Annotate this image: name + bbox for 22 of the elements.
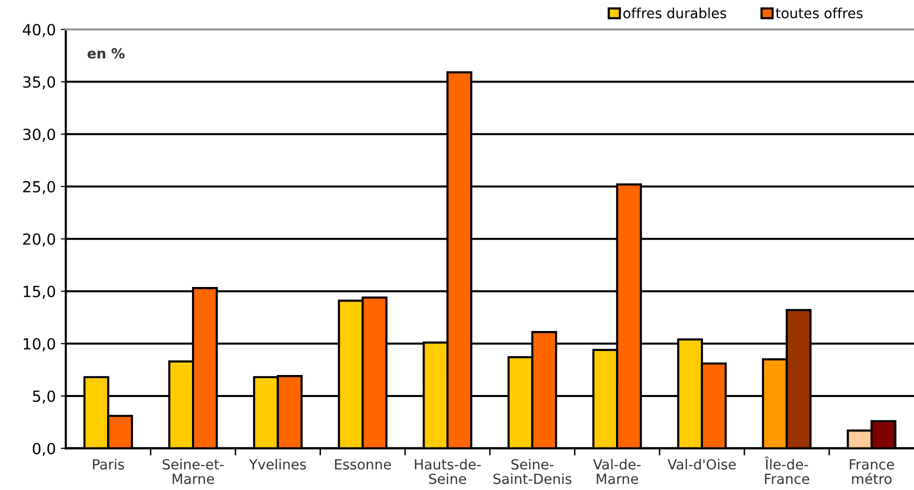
x-tick-label: Hauts-de- Seine bbox=[414, 458, 481, 484]
y-tick-label: 40,0 bbox=[22, 24, 56, 37]
legend-label: toutes offres bbox=[776, 8, 863, 18]
y-tick-label: 20,0 bbox=[23, 233, 56, 246]
annotation: en % bbox=[88, 48, 125, 59]
x-tick-label: Paris bbox=[93, 458, 124, 470]
x-tick-label: Val-de- Marne bbox=[593, 458, 641, 484]
y-tick-label: 10,0 bbox=[24, 338, 56, 352]
x-tick-label: Seine- Saint-Denis bbox=[493, 458, 572, 484]
y-tick-label: 0,0 bbox=[32, 442, 56, 456]
y-tick-label: 30,0 bbox=[23, 128, 56, 142]
x-tick-label: Val-d'Oise bbox=[668, 458, 736, 470]
y-tick-label: 35,0 bbox=[23, 76, 56, 90]
legend-label: offres durables bbox=[623, 8, 726, 18]
y-tick-label: 25,0 bbox=[23, 180, 56, 194]
x-tick-label: Yvelines bbox=[249, 458, 306, 470]
y-tick-label: 15,0 bbox=[24, 286, 56, 299]
x-tick-label: Seine-et- Marne bbox=[162, 458, 224, 484]
x-tick-label: France métro bbox=[850, 459, 894, 484]
x-tick-label: Île-de- France bbox=[764, 456, 810, 484]
y-tick-label: 5,0 bbox=[32, 390, 56, 404]
x-tick-label: Essonne bbox=[335, 459, 391, 470]
